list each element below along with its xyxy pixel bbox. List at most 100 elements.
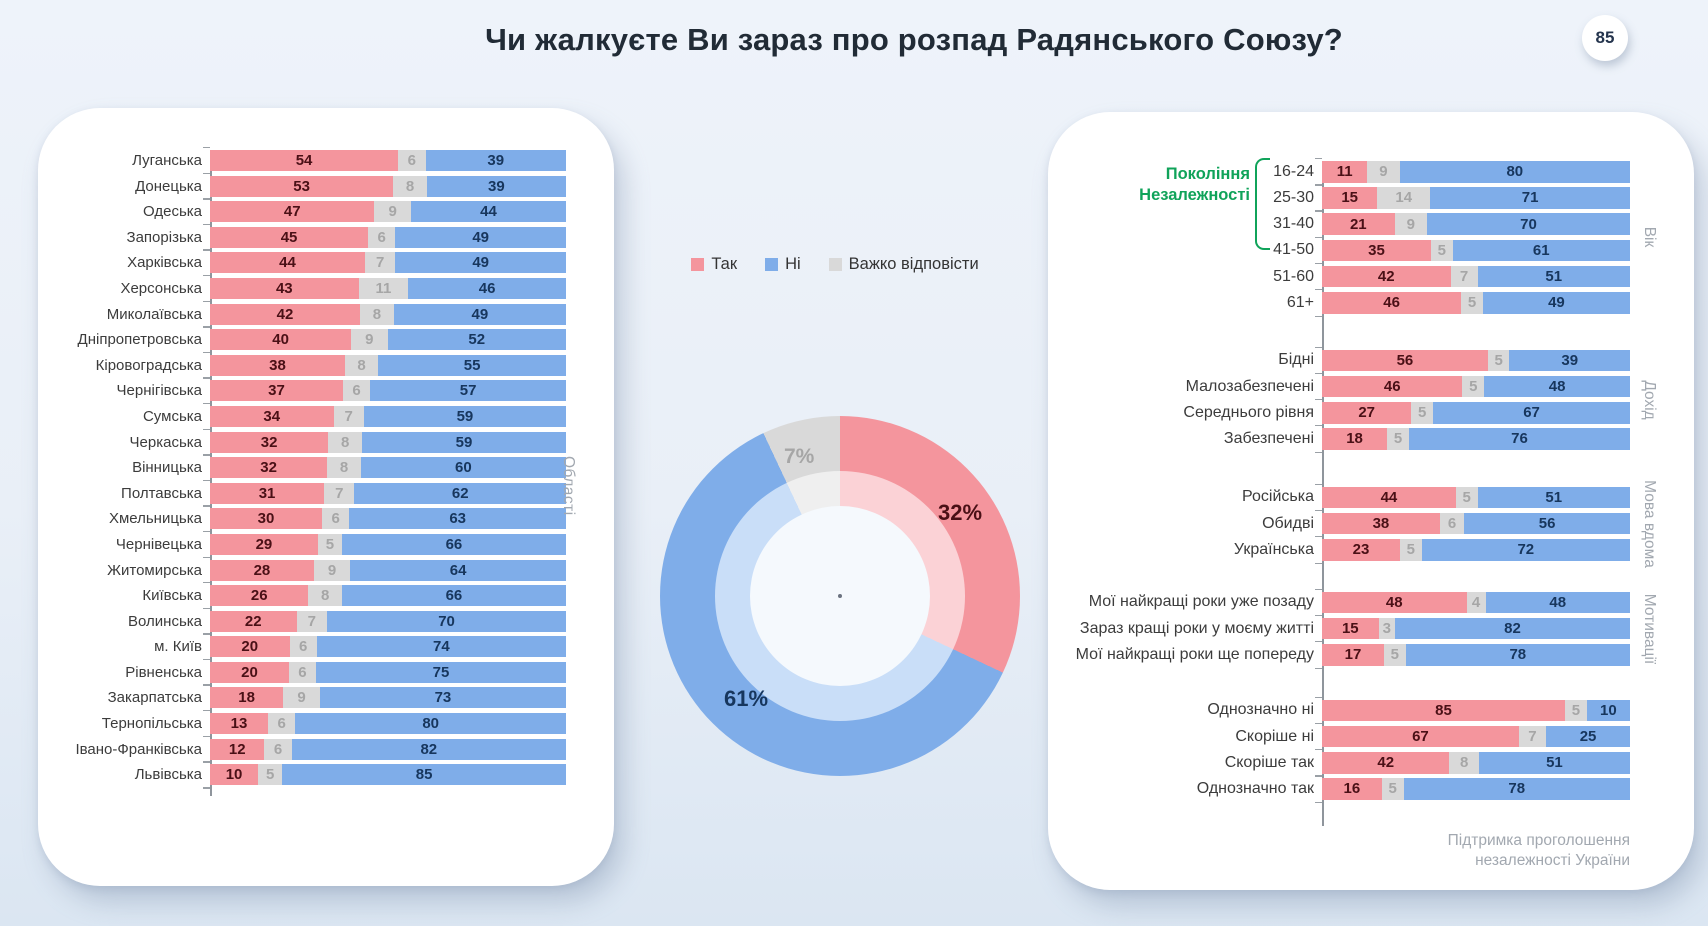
segment-no: 71: [1430, 187, 1630, 209]
segment-dk: 6: [267, 713, 296, 735]
segment-dk-value: 5: [1406, 541, 1415, 559]
segment-dk-value: 5: [1437, 241, 1446, 259]
segment-no: 57: [370, 380, 566, 402]
segment-dk-value: 6: [407, 152, 416, 169]
row-label: Однозначно так: [1196, 779, 1314, 797]
segment-dk-value: 5: [1494, 351, 1503, 369]
segment-dk-value: 4: [1471, 593, 1481, 611]
segment-no-value: 59: [456, 407, 474, 425]
segment-dk: 7: [333, 405, 364, 427]
bar-row: Львівська 10 5 85: [54, 761, 566, 789]
segment-yes-value: 30: [257, 510, 275, 528]
segment-yes-value: 47: [283, 203, 301, 221]
segment-dk-value: 14: [1395, 189, 1413, 207]
segment-dk: 9: [1367, 161, 1400, 183]
bar-row: 16-24 11 9 80: [1064, 158, 1630, 183]
section-language-rows: Російська 44 5 51 Обидві 38 6 56: [1064, 483, 1631, 564]
stacked-bar: 44 7 49: [203, 249, 566, 274]
bar-row: Запорізька 45 6 49: [54, 223, 566, 248]
row-label: Українська: [1233, 540, 1314, 558]
segment-dk: 6: [1439, 512, 1465, 535]
segment-no: 76: [1408, 428, 1631, 450]
row-label: Рівненська: [125, 663, 202, 681]
row-label: Одеська: [143, 203, 202, 221]
segment-no-value: 85: [415, 766, 433, 784]
legend-item-no: Ні: [765, 255, 801, 274]
segment-dk: 5: [1411, 401, 1434, 424]
donut-label-yes: 32%: [938, 500, 983, 525]
segment-dk: 8: [328, 431, 362, 453]
segment-dk-value: 5: [1462, 488, 1471, 506]
segment-yes-value: 11: [1336, 163, 1353, 181]
bar-row: Мої найкращі роки уже позаду 48 4 48: [1064, 588, 1630, 614]
segment-no-value: 10: [1600, 701, 1617, 719]
segment-yes: 44: [1322, 486, 1456, 509]
row-label: Скоріше ні: [1235, 727, 1314, 745]
row-label: Бідні: [1278, 351, 1314, 369]
segment-yes-value: 85: [1435, 701, 1452, 719]
segment-no-value: 74: [433, 638, 450, 656]
bar-row: 51-60 42 7 51: [1064, 262, 1630, 288]
segment-no-value: 48: [1548, 378, 1566, 396]
row-label: Чернігівська: [116, 382, 202, 400]
segment-dk-value: 8: [1459, 754, 1469, 772]
segment-dk: 5: [1487, 349, 1510, 372]
segment-dk-value: 5: [1393, 430, 1403, 448]
segment-no-value: 62: [451, 484, 469, 502]
stacked-bar: 31 7 62: [203, 479, 566, 504]
legend-label-dk: Важко відповісти: [848, 255, 979, 273]
row-label: 41-50: [1273, 241, 1314, 259]
segment-dk-value: 7: [344, 407, 353, 425]
segment-dk-value: 8: [340, 433, 350, 451]
segment-no: 63: [349, 508, 566, 530]
segment-dk: 8: [327, 457, 361, 479]
stacked-bar: 18 5 76: [1315, 425, 1631, 453]
segment-yes-value: 18: [1346, 430, 1363, 448]
segment-yes-value: 46: [1383, 294, 1400, 312]
segment-dk-value: 5: [1388, 780, 1397, 798]
generation-annotation-line1: Покоління: [1165, 165, 1250, 183]
bar-row: Харківська 44 7 49: [54, 249, 566, 274]
segment-no-value: 82: [1504, 620, 1521, 638]
bar-row: Луганська 54 6 39: [54, 147, 566, 171]
segment-yes: 17: [1322, 644, 1384, 666]
row-label: Житомирська: [107, 561, 202, 579]
segment-dk-value: 7: [335, 484, 344, 502]
segment-no-value: 76: [1511, 430, 1528, 448]
segment-no-value: 66: [445, 535, 463, 553]
bar-row: Скоріше ні 67 7 25: [1064, 722, 1630, 748]
segment-dk: 8: [344, 354, 379, 376]
segment-yes-value: 31: [258, 484, 276, 502]
segment-no: 64: [350, 559, 566, 581]
segment-no: 80: [1399, 161, 1630, 183]
stacked-bar: 16 5 78: [1315, 775, 1630, 803]
segment-dk-value: 8: [339, 459, 349, 477]
bar-row: 25-30 15 14 71: [1064, 184, 1630, 209]
segment-no-value: 51: [1545, 268, 1563, 286]
segment-dk: 3: [1378, 617, 1395, 640]
segment-yes: 38: [1322, 512, 1440, 535]
row-label: Забезпечені: [1223, 429, 1314, 447]
segment-yes: 20: [210, 636, 290, 658]
stacked-bar: 17 5 78: [1315, 641, 1630, 669]
demographics-panel: Покоління Незалежності 16-24 11 9 80 2: [1048, 112, 1694, 890]
segment-dk: 8: [393, 175, 427, 197]
bar-row: Чернівецька 29 5 66: [54, 530, 566, 555]
segment-yes-value: 54: [295, 152, 313, 169]
segment-yes-value: 38: [269, 356, 286, 374]
segment-no-value: 55: [463, 356, 481, 374]
segment-no: 55: [378, 354, 566, 376]
stacked-bar: 56 5 39: [1315, 346, 1630, 372]
independence-caption-line1: Підтримка проголошення: [1447, 832, 1630, 849]
segment-dk-value: 3: [1382, 620, 1391, 638]
stacked-bar: 85 5 10: [1315, 696, 1630, 722]
generation-bracket: [1255, 158, 1270, 250]
segment-yes: 48: [1322, 591, 1467, 614]
segment-yes: 46: [1322, 291, 1462, 314]
segment-no: 73: [319, 687, 566, 709]
stacked-bar: 32 8 60: [203, 454, 566, 479]
segment-yes-value: 40: [272, 331, 289, 349]
segment-dk: 6: [398, 150, 426, 171]
bar-row: Миколаївська 42 8 49: [54, 300, 566, 325]
segment-dk: 4: [1466, 591, 1486, 614]
